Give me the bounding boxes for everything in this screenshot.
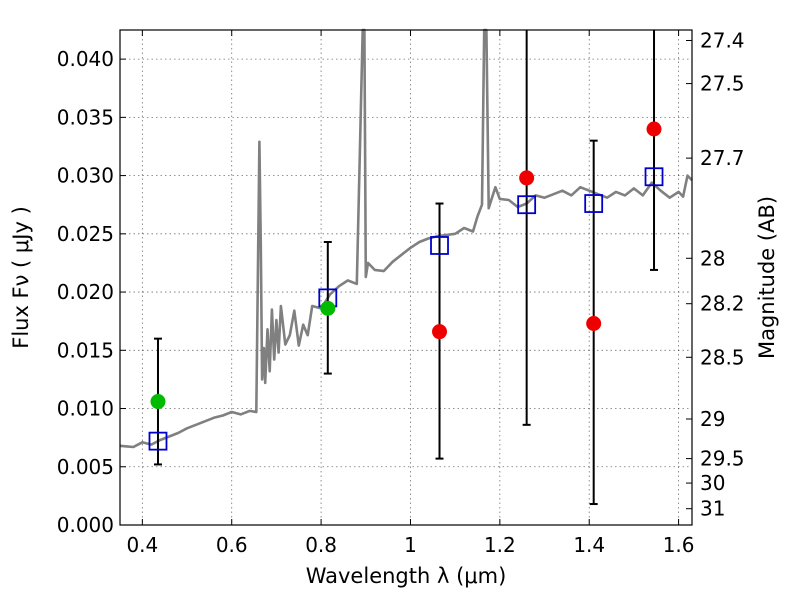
y-tick-label: 0.040	[57, 47, 114, 71]
y-tick-label: 0.010	[57, 397, 114, 421]
right-tick-label: 28.2	[700, 292, 745, 316]
model-square-marker	[517, 195, 537, 215]
x-axis-label: Wavelength λ (μm)	[306, 564, 507, 588]
model-square-marker	[584, 194, 604, 213]
error-bar-series	[153, 30, 659, 506]
y-axis-label: Flux Fν ( μJy )	[9, 206, 33, 349]
spectrum-line	[119, 28, 693, 449]
model-square-marker	[430, 236, 449, 255]
y-axis-right-label: Magnitude (AB)	[755, 196, 779, 359]
y-tick-label: 0.005	[57, 455, 114, 479]
red-point	[646, 121, 662, 137]
right-tick-label: 30	[700, 471, 725, 495]
y-tick-label: 0.030	[57, 164, 114, 188]
x-tick-label: 0.4	[126, 533, 158, 557]
red-point	[586, 316, 602, 332]
x-tick-label: 1.2	[484, 533, 516, 557]
x-tick-label: 1.6	[663, 533, 695, 557]
model-square-marker	[148, 431, 168, 451]
x-tick-label: 1.4	[573, 533, 605, 557]
right-tick-label: 27.4	[700, 28, 745, 52]
right-tick-label: 28.5	[700, 345, 745, 369]
spectrum-series	[119, 28, 693, 449]
red-point	[519, 170, 535, 186]
x-tick-label: 0.8	[305, 533, 337, 557]
grid-lines	[120, 30, 692, 526]
right-tick-label: 27.7	[700, 146, 745, 170]
marker-series	[148, 121, 664, 451]
plot-frame	[119, 29, 693, 526]
right-tick-label: 28	[700, 246, 725, 270]
right-tick-label: 29.5	[700, 447, 745, 471]
y-tick-label: 0.035	[57, 105, 114, 129]
red-point	[432, 324, 448, 340]
x-tick-label: 0.6	[216, 533, 248, 557]
green-point	[320, 300, 336, 316]
right-tick-label: 27.5	[700, 72, 745, 96]
x-tick-label: 1	[404, 533, 417, 557]
right-tick-label: 29	[700, 407, 725, 431]
model-square-marker	[644, 167, 664, 187]
y-tick-label: 0.025	[57, 222, 114, 246]
y-tick-label: 0.000	[57, 513, 114, 537]
axis-ticks: 0.4 0.6 0.8 1 1.2 1.4 1.6 0.000 0.005 0.010 0.015 0…	[57, 28, 745, 557]
right-tick-label: 31	[700, 497, 725, 521]
green-point	[150, 394, 166, 410]
y-tick-label: 0.020	[57, 280, 114, 304]
y-tick-label: 0.015	[57, 338, 114, 362]
